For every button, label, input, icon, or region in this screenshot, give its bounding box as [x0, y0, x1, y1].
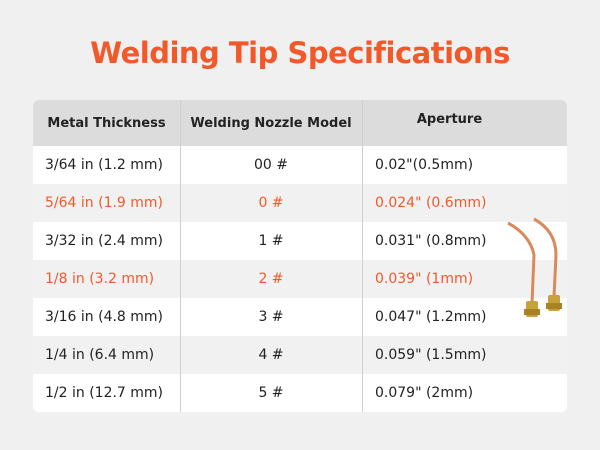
table-cell: 0.024" (0.6mm) — [375, 195, 487, 211]
table-row: 3/64 in (1.2 mm) 00 # 0.02"(0.5mm) — [33, 146, 567, 184]
table-cell: 5 # — [258, 385, 284, 401]
table-row: 5/64 in (1.9 mm) 0 # 0.024" (0.6mm) — [33, 184, 567, 222]
table-cell: 5/64 in (1.9 mm) — [45, 195, 164, 211]
table-cell: 3 # — [258, 309, 284, 325]
table-cell: 2 # — [258, 271, 284, 287]
table-cell: 0.031" (0.8mm) — [375, 233, 487, 249]
table-cell: 0.039" (1mm) — [375, 271, 474, 287]
table-cell: 0.047" (1.2mm) — [375, 309, 487, 325]
column-divider — [362, 100, 363, 412]
table-cell: 1/4 in (6.4 mm) — [45, 347, 155, 363]
header-row: Metal Thickness Welding Nozzle Model Apert… — [33, 100, 567, 146]
table-row: 1/2 in (12.7 mm) 5 # 0.079" (2mm) — [33, 374, 567, 412]
table-cell: 0.079" (2mm) — [375, 385, 474, 401]
table-row: 3/32 in (2.4 mm) 1 # 0.031" (0.8mm) — [33, 222, 567, 260]
table-cell: Aperture — [416, 112, 483, 127]
table-cell: 0 # — [258, 195, 284, 211]
welding-tip-image — [507, 217, 562, 317]
table-cell: 3/16 in (4.8 mm) — [45, 309, 164, 325]
spec-table: 1/2 in (12.7 mm) 5 # 0.079" (2mm) 1/4 in (6… — [33, 100, 567, 412]
column-divider — [180, 100, 181, 412]
table-cell: Welding Nozzle Model — [190, 115, 352, 131]
table-cell: 0.02"(0.5mm) — [375, 157, 474, 173]
table-cell: 1/2 in (12.7 mm) — [45, 385, 164, 401]
table-cell: 3/64 in (1.2 mm) — [45, 157, 164, 173]
table-cell: 3/32 in (2.4 mm) — [45, 233, 164, 249]
table-cell: 00 # — [254, 157, 288, 173]
page-title: Welding Tip Specifications — [90, 36, 510, 70]
table-row: 1/4 in (6.4 mm) 4 # 0.059" (1.5mm) — [33, 336, 567, 374]
table-cell: 0.059" (1.5mm) — [375, 347, 487, 363]
table-cell: Metal Thickness — [47, 115, 166, 131]
table-row: 3/16 in (4.8 mm) 3 # 0.047" (1.2mm) — [33, 298, 567, 336]
table-cell: 1 # — [258, 233, 284, 249]
table-row: 1/8 in (3.2 mm) 2 # 0.039" (1mm) — [33, 260, 567, 298]
table-cell: 1/8 in (3.2 mm) — [45, 271, 155, 287]
table-cell: 4 # — [258, 347, 284, 363]
